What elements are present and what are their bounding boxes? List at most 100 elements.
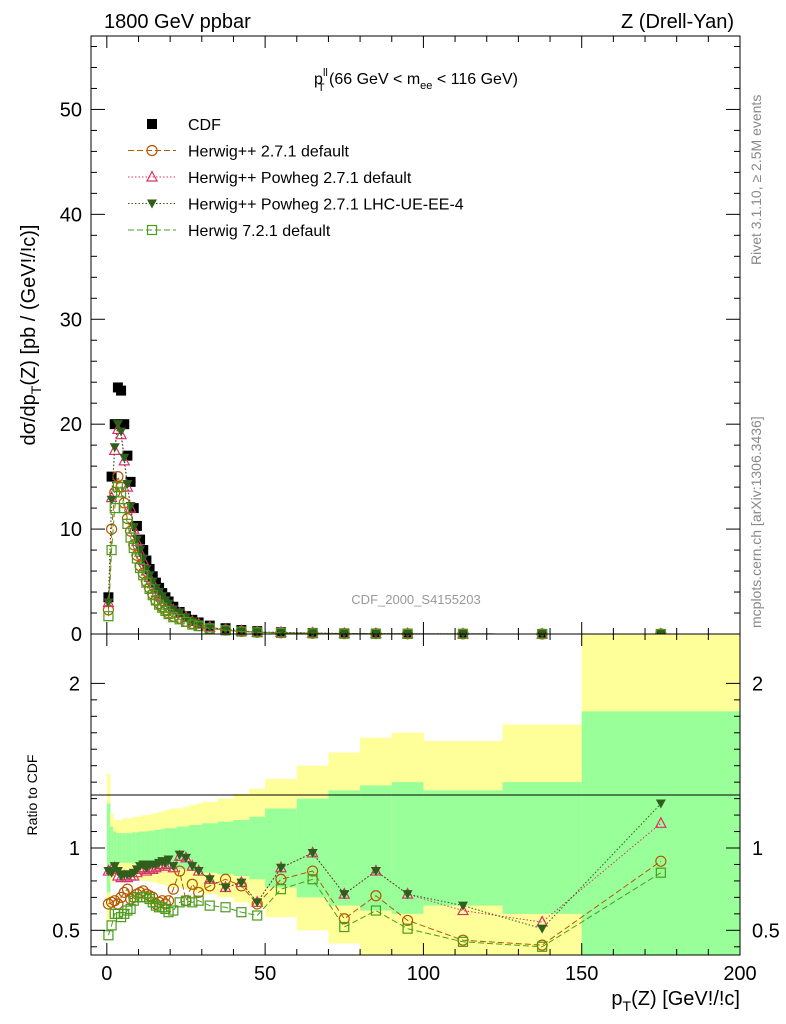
ratio-series-layer [102, 799, 667, 952]
legend-marker-powheg [146, 170, 158, 182]
ratio-point-powheg_lhc [163, 855, 174, 865]
band-inner [163, 828, 168, 868]
point-herwig7 [180, 616, 192, 628]
point-herwig7 [193, 621, 204, 632]
ratio-point-powheg_lhc [168, 862, 179, 872]
point-powheg [137, 553, 150, 566]
point-powheg_lhc [119, 453, 130, 463]
ratio-point-powheg_lhc [307, 848, 318, 858]
point-herwigpp [105, 523, 118, 535]
ratio-point-herwig7 [187, 897, 198, 908]
ratio-point-herwigpp [370, 890, 382, 902]
point-cdf [106, 471, 117, 482]
point-herwig7 [275, 627, 287, 639]
point-herwig7 [174, 614, 185, 625]
ratio-point-herwigpp [174, 865, 186, 877]
ratio-point-herwig7 [252, 910, 263, 921]
ratio-point-powheg [654, 816, 667, 828]
band-inner [581, 711, 741, 955]
legend-label-powheg_lhc: Herwig++ Powheg 2.7.1 LHC-UE-EE-4 [188, 197, 464, 214]
ratio-point-herwig7 [168, 905, 179, 916]
band-inner [109, 826, 114, 870]
x-tick-label: 100 [407, 963, 440, 985]
band-inner [217, 821, 234, 875]
point-herwig7 [204, 623, 215, 634]
point-herwig7 [220, 625, 231, 636]
ratio-point-herwig7 [174, 897, 185, 908]
band-inner [189, 824, 196, 872]
ratio-panel: 0 50 100 150 200 0.5 0.5 1 1 2 2 Ratio to CDF pT(Z… [24, 633, 780, 1014]
point-cdf [147, 571, 158, 582]
ratio-point-herwigpp [109, 895, 121, 907]
x-axis-label: pT(Z) [GeV!/!c] [611, 988, 740, 1014]
series-line-herwigpp [107, 476, 661, 635]
ratio-y-tick-label-right: 0.5 [752, 920, 780, 942]
ratio-point-powheg_lhc [220, 883, 231, 893]
point-powheg_lhc [106, 495, 117, 505]
point-powheg_lhc [193, 620, 204, 630]
band-inner [119, 833, 124, 863]
point-powheg_lhc [128, 522, 139, 532]
ratio-frame [90, 633, 741, 956]
band-inner [423, 790, 504, 906]
ratio-point-herwigpp [307, 865, 319, 877]
point-herwig7 [106, 544, 117, 556]
legend: CDF Herwig++ 2.7.1 default Herwig++ Powheg… [128, 117, 464, 240]
ratio-point-herwigpp [186, 878, 198, 890]
point-powheg_lhc [112, 420, 123, 430]
ratio-point-powheg_lhc [236, 878, 247, 888]
ratio-point-powheg [159, 859, 172, 871]
ratio-point-herwigpp [193, 886, 205, 899]
band-inner [170, 828, 177, 868]
band-inner [106, 803, 111, 893]
analysis-label: CDF_2000_S4155203 [351, 592, 480, 607]
ratio-point-powheg_lhc [187, 862, 198, 872]
point-herwig7 [119, 503, 130, 514]
point-herwig7 [122, 518, 133, 529]
point-powheg_lhc [144, 571, 155, 581]
point-herwig7 [134, 562, 146, 574]
ratio-point-herwig7 [122, 905, 133, 916]
rivet-label: Rivet 3.1.10, ≥ 2.5M events [748, 95, 764, 265]
band-inner [157, 829, 162, 867]
point-powheg_lhc [138, 554, 149, 564]
band-inner [502, 782, 583, 914]
legend-marker-powheg_lhc [147, 199, 157, 209]
point-herwig7 [147, 590, 158, 601]
ratio-point-herwig7 [236, 907, 247, 918]
main-panel: CDF_2000_S4155203 pll T (66 GeV < mee < 1… [18, 35, 741, 646]
ratio-point-powheg_lhc [252, 898, 263, 908]
ratio-point-herwigpp [118, 886, 130, 899]
ratio-point-herwig7 [457, 936, 469, 947]
band-inner [132, 832, 136, 864]
ratio-point-powheg_lhc [112, 867, 123, 877]
point-herwig7 [141, 577, 152, 588]
point-herwig7 [153, 599, 165, 610]
point-powheg_lhc [116, 427, 127, 437]
ratio-point-powheg_lhc [537, 924, 548, 934]
band-inner [360, 785, 393, 911]
point-herwig7 [138, 570, 149, 581]
point-powheg_lhc [163, 599, 174, 609]
point-powheg_lhc [204, 623, 215, 633]
point-powheg_lhc [174, 608, 185, 618]
point-herwig7 [125, 532, 136, 543]
ratio-point-herwig7 [655, 867, 666, 878]
point-powheg_lhc [147, 577, 158, 587]
ratio-y-tick-label: 1 [69, 838, 80, 860]
band-inner [265, 808, 298, 888]
point-cdf [109, 419, 120, 430]
ratio-y-tick-label-right: 2 [752, 673, 763, 695]
y-tick-label: 10 [60, 519, 82, 541]
ratio-y-tick-label-right: 1 [752, 838, 763, 860]
ratio-y-tick-label: 2 [69, 673, 80, 695]
point-powheg [118, 454, 131, 466]
header-right: Z (Drell-Yan) [621, 11, 734, 33]
ratio-point-herwig7 [193, 895, 204, 906]
band-inner [328, 790, 361, 906]
ratio-point-powheg_lhc [275, 863, 286, 873]
point-cdf [135, 534, 146, 545]
point-herwig7 [144, 583, 155, 594]
legend-label-cdf: CDF [188, 117, 221, 134]
